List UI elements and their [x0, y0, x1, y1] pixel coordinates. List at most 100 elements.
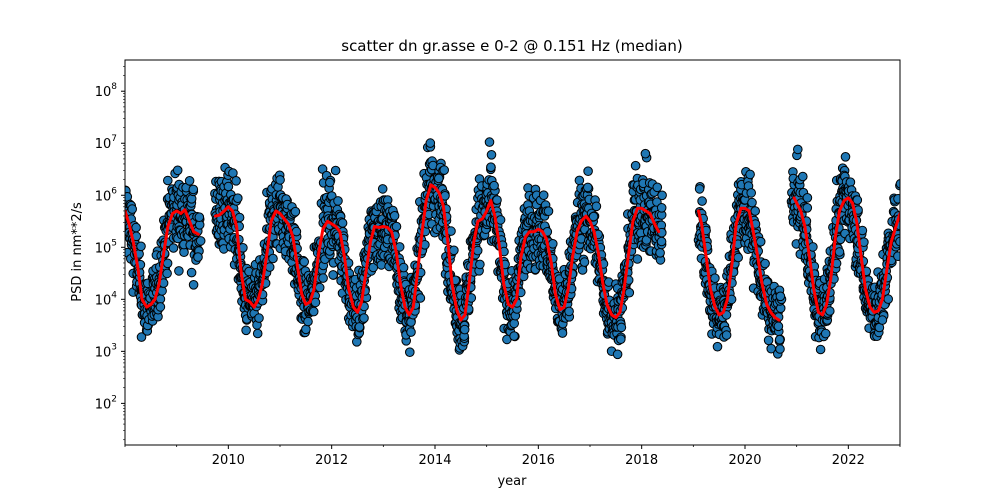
scatter-point [755, 236, 766, 247]
scatter-point [472, 245, 483, 256]
scatter-point [389, 211, 400, 221]
x-tick-label: 2016 [522, 453, 555, 468]
scatter-point [275, 175, 285, 185]
scatter-point [746, 188, 757, 198]
scatter-point [333, 196, 343, 206]
scatter-point [231, 176, 241, 186]
scatter-point [301, 324, 311, 335]
x-tick-label: 2022 [832, 453, 865, 468]
scatter-point [763, 335, 774, 346]
scatter-point [557, 328, 568, 338]
scatter-point [656, 203, 667, 213]
scatter-point [328, 270, 338, 280]
scatter-point [509, 331, 519, 341]
scatter-point [747, 197, 757, 208]
scatter-point [163, 175, 173, 186]
scatter-point [583, 166, 593, 176]
plot-area [125, 137, 900, 360]
scatter-point [314, 282, 325, 293]
scatter-point [186, 267, 197, 278]
x-tick-label: 2020 [728, 453, 761, 468]
scatter-point [310, 297, 321, 308]
scatter-point [652, 182, 663, 193]
scatter-point [630, 160, 641, 171]
scatter-point [612, 349, 623, 360]
scatter-point [583, 182, 593, 193]
scatter-point [391, 221, 402, 232]
scatter-point [330, 165, 341, 176]
scatter-point [538, 190, 549, 200]
scatter-point [492, 195, 502, 205]
x-tick-label: 2018 [625, 453, 658, 468]
scatter-point [840, 152, 851, 162]
scatter-point [798, 171, 808, 182]
scatter-point [548, 239, 558, 249]
scatter-point [802, 193, 813, 203]
scatter-point [489, 180, 499, 191]
scatter-point [193, 252, 203, 262]
scatter-point [318, 273, 328, 283]
scatter-point [640, 148, 651, 159]
scatter-point [290, 206, 301, 217]
scatter-point [449, 245, 459, 256]
scatter-point [656, 236, 667, 247]
scatter-point [234, 212, 245, 223]
scatter-point [155, 302, 166, 312]
scatter-point [188, 280, 199, 290]
scatter-point [775, 291, 786, 302]
scatter-point [820, 328, 831, 339]
scatter-point [834, 247, 845, 257]
scatter-point [655, 248, 665, 258]
y-axis-label: PSD in nm**2/s [70, 202, 85, 302]
chart-title: scatter dn gr.asse e 0-2 @ 0.151 Hz (med… [341, 37, 682, 55]
scatter-point [415, 293, 426, 303]
scatter-point [588, 211, 599, 222]
scatter-point [405, 347, 415, 358]
scatter-point [815, 344, 826, 355]
scatter-point [162, 258, 173, 269]
scatter-point [172, 165, 183, 176]
scatter-point [877, 315, 888, 325]
scatter-point [579, 257, 590, 267]
scatter-point [845, 177, 856, 187]
scatter-point [760, 258, 770, 269]
scatter-point [475, 259, 485, 270]
x-axis-label: year [497, 474, 527, 489]
scatter-point [883, 294, 894, 304]
x-tick-label: 2010 [212, 453, 245, 468]
scatter-point [564, 306, 574, 317]
scatter-point [268, 253, 278, 264]
scatter-point [434, 173, 444, 184]
scatter-point [195, 236, 206, 246]
x-tick-label: 2014 [418, 453, 451, 468]
scatter-point [308, 306, 319, 317]
scatter-point [694, 184, 705, 194]
scatter-point [425, 138, 436, 148]
scatter-point [439, 165, 450, 175]
scatter-point [398, 262, 409, 273]
scatter-point [852, 195, 863, 205]
scatter-point [184, 176, 195, 186]
scatter-point [233, 193, 243, 203]
scatter-point [591, 201, 602, 212]
x-tick-label: 2012 [315, 453, 348, 468]
scatter-point [793, 144, 803, 155]
scatter-point [774, 334, 785, 345]
scatter-point [162, 268, 172, 279]
scatter-point [745, 169, 755, 180]
scatter-point [194, 212, 205, 222]
scatter-point [486, 150, 497, 160]
scatter-point [136, 241, 146, 252]
scatter-point [252, 328, 263, 339]
scatter-point [543, 206, 554, 216]
scatter-point [721, 330, 732, 340]
scatter-point [188, 184, 199, 195]
scatter-point [495, 215, 506, 225]
scatter-point [127, 204, 137, 214]
scatter-point [802, 203, 813, 213]
scatter-point [775, 344, 785, 354]
scatter-point [325, 177, 335, 188]
scatter-point [377, 184, 388, 194]
scatter-point [406, 327, 416, 337]
